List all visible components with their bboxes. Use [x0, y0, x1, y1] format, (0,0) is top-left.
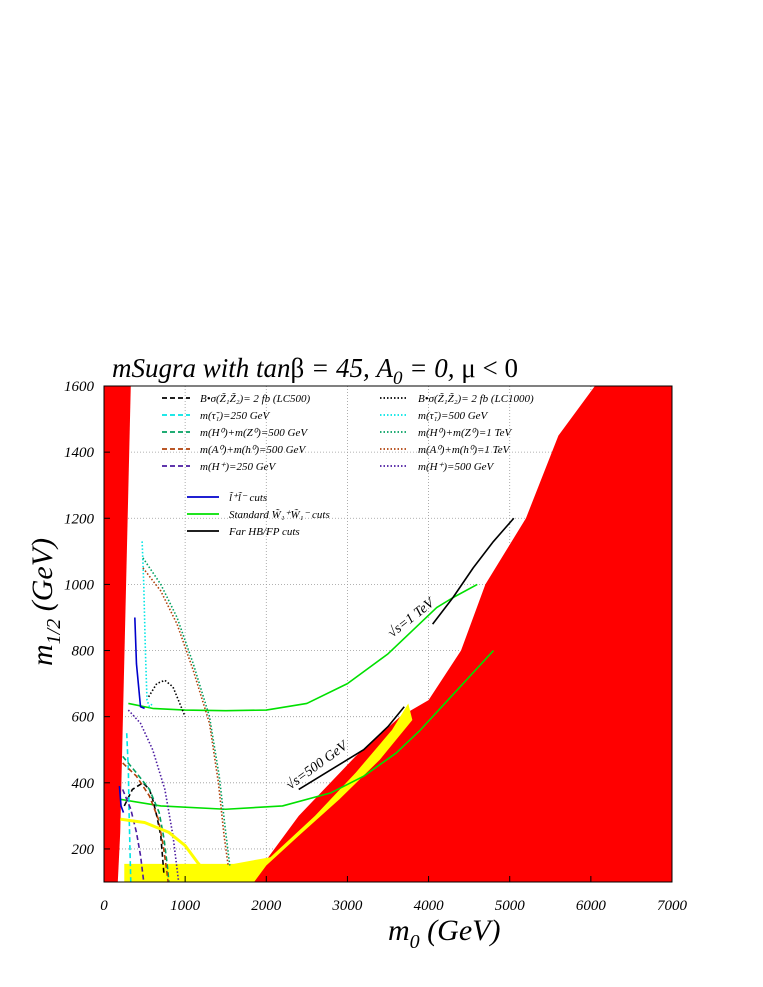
series-line-14 [121, 789, 145, 882]
legend-label-8: m(A⁰)+m(h⁰)=1 TeV [418, 444, 511, 456]
series-line-15 [127, 709, 180, 882]
ylabel-main: m [26, 644, 59, 666]
legend-label-0: B•σ(Z̃₁Z̃₂)= 2 fb (LC500) [200, 392, 311, 405]
xlabel-unit: (GeV) [420, 914, 501, 947]
series-line-11 [142, 557, 231, 866]
legend: B•σ(Z̃₁Z̃₂)= 2 fb (LC500) m(τ̃₁)=250 GeV m… [162, 392, 534, 538]
y-tick-label-7: 1600 [64, 379, 95, 395]
legend-label-2: m(H⁰)+m(Z⁰)=500 GeV [200, 427, 308, 439]
series-line-2 [298, 706, 405, 791]
series-line-5 [118, 786, 125, 813]
legend-label-6: m(τ̃₁)=500 GeV [418, 410, 489, 422]
y-tick-label-6: 1400 [64, 445, 95, 461]
title-mu: μ [461, 353, 475, 383]
series-line-3 [431, 517, 515, 625]
series-line-16 [120, 817, 207, 874]
plot-frame [103, 385, 673, 883]
y-tick-label-5: 1200 [64, 511, 95, 527]
legend-label-9: m(H⁺)=500 GeV [418, 461, 495, 473]
series-line-1 [128, 583, 478, 712]
legend-label-1: m(τ̃₁)=250 GeV [200, 410, 271, 422]
x-tick-label-0: 0 [100, 898, 108, 914]
legend-label-10: l̃⁺l̃⁻ cuts [229, 491, 267, 504]
region-excluded-left [104, 386, 131, 882]
y-tick-label-1: 400 [72, 776, 95, 792]
legend-label-4: m(H⁺)=250 GeV [200, 461, 277, 473]
series [118, 517, 515, 882]
y-tick-label-0: 200 [72, 842, 95, 858]
legend-label-5: B•σ(Z̃₁Z̃₂)= 2 fb (LC1000) [418, 392, 534, 405]
legend-label-11: Standard W̃₁⁺W̃₁⁻ cuts [229, 508, 330, 521]
legend-label-12: Far HB/FP cuts [228, 526, 300, 538]
y-tick-label-2: 600 [72, 710, 95, 726]
series-line-8 [125, 733, 132, 882]
series-line-4 [134, 617, 145, 710]
x-axis-label: m0 (GeV) [388, 914, 500, 953]
x-tick-label-3: 3000 [331, 898, 363, 914]
y-tick-label-3: 800 [72, 644, 95, 660]
series-line-13 [142, 567, 229, 866]
title-tail: < 0 [476, 353, 518, 383]
series-line-9 [141, 541, 154, 708]
title-post: = 0, [403, 353, 462, 383]
x-tick-label-5: 5000 [495, 898, 526, 914]
x-tick-label-7: 7000 [657, 898, 688, 914]
region-excluded-right [250, 386, 672, 882]
y-tick-label-4: 1000 [64, 577, 95, 593]
legend-label-3: m(A⁰)+m(h⁰)=500 GeV [200, 444, 307, 456]
region-yellow-band [124, 703, 413, 882]
xlabel-main: m [388, 914, 410, 947]
ticks: 0 1000 2000 3000 4000 5000 6000 7000 200 400 600 80… [64, 379, 688, 914]
title-pre: mSugra with tan [112, 353, 291, 383]
series-line-0 [120, 649, 495, 811]
ylabel-unit: (GeV) [26, 538, 59, 619]
series-line-6 [123, 781, 165, 876]
y-axis-label: m1/2 (GeV) [26, 538, 65, 666]
xlabel-sub: 0 [410, 931, 420, 953]
title-beta: β [291, 353, 305, 383]
x-tick-label-6: 6000 [576, 898, 607, 914]
x-tick-label-4: 4000 [414, 898, 445, 914]
regions [104, 386, 672, 882]
ylabel-sub: 1/2 [43, 619, 65, 645]
series-line-12 [122, 762, 169, 882]
x-tick-label-1: 1000 [170, 898, 201, 914]
title-sub0: 0 [393, 368, 403, 389]
series-line-10 [122, 755, 170, 882]
x-tick-label-2: 2000 [251, 898, 282, 914]
legend-label-7: m(H⁰)+m(Z⁰)=1 TeV [418, 427, 513, 439]
chart-title: mSugra with tanβ = 45, A0 = 0, μ < 0 [112, 353, 518, 389]
title-mid: = 45, A [304, 353, 393, 383]
